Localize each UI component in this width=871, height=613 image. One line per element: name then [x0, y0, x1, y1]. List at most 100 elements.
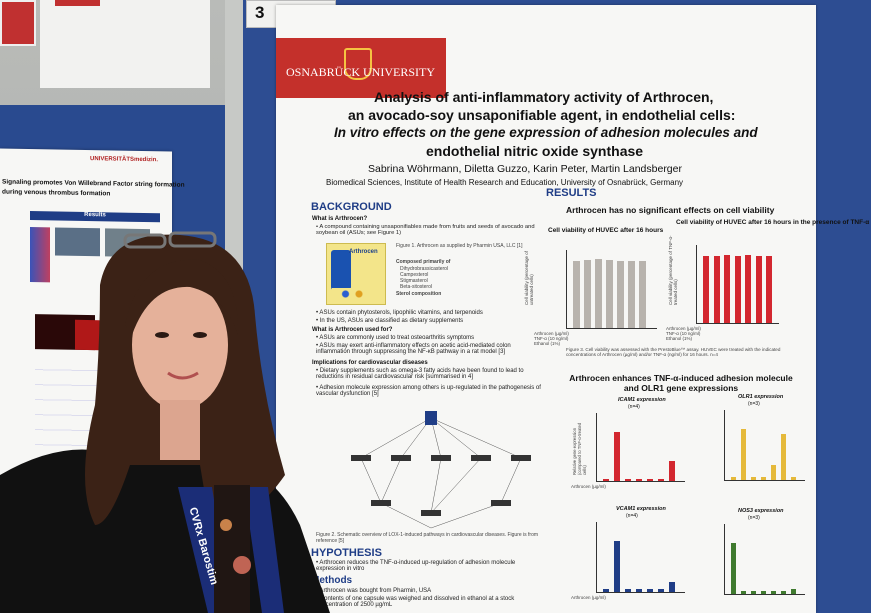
- top-sign-red: [0, 0, 36, 46]
- top-placard: [40, 0, 210, 88]
- chart2-row-tnf: TNF-α (10 ng/ml): [666, 331, 701, 336]
- chart2-row-arthrocen: Arthrocen (µg/ml): [666, 326, 701, 331]
- viability-chart-2-bar: [734, 255, 741, 323]
- vcam1-n: (n=4): [626, 513, 638, 519]
- vcam1-chart-bar: [614, 541, 620, 592]
- implications-heading: Implications for cardiovascular diseases: [312, 360, 428, 366]
- viability-chart-2-bar: [703, 255, 709, 323]
- background-bullet-4: • ASUs are commonly used to treat osteoa…: [316, 335, 475, 341]
- viability-chart-2-bar: [766, 255, 772, 323]
- chart1-row-tnf: TNF-α (10 ng/ml): [534, 336, 569, 341]
- results-heading: RESULTS: [546, 187, 597, 199]
- viability-chart-1-bar: [595, 259, 602, 328]
- olr1-chart: [724, 410, 805, 481]
- viability-chart-2: [696, 245, 779, 324]
- background-heading: BACKGROUND: [311, 201, 392, 213]
- icam1-chart-bar: [669, 461, 675, 481]
- viability-chart-2-bar: [713, 255, 720, 323]
- nos3-title: NOS3 expression: [738, 508, 784, 514]
- poster-title-line3: In vitro effects on the gene expression …: [334, 125, 758, 140]
- vcam1-chart: [596, 522, 685, 593]
- icam1-chart-bar: [614, 431, 620, 481]
- viability-chart-1-bar: [606, 260, 613, 328]
- viability-chart-1-bar: [628, 261, 635, 328]
- viability-chart-2-bar: [724, 255, 730, 323]
- chart2-row-ethanol: Ethanol (1%): [666, 336, 693, 341]
- poster-title-line4: endothelial nitric oxide synthase: [426, 143, 644, 159]
- viability-chart-1-bar: [617, 260, 624, 328]
- nos3-n: (n=3): [748, 515, 760, 521]
- icam1-row-labels: Arthrocen (µg/ml): [571, 484, 606, 489]
- vcam1-chart-bar: [603, 589, 609, 592]
- left-poster-title-b: during venous thrombus formation: [2, 188, 111, 198]
- hypothesis-heading: HYPOTHESIS: [311, 547, 382, 559]
- composed-item-3: Stigmasterol: [400, 278, 428, 284]
- background-bullet-7: • Adhesion molecule expression among oth…: [316, 385, 541, 397]
- viability-chart-2-bar: [745, 255, 751, 323]
- olr1-chart-bar: [791, 477, 796, 480]
- left-poster-title-a: Signaling promotes Von Willebrand Factor…: [2, 178, 185, 189]
- nos3-chart: [724, 524, 805, 595]
- chart2-title: Cell viability of HUVEC after 16 hours i…: [676, 219, 870, 226]
- expr-ylabel: Relative gene expression (compared to TN…: [572, 422, 587, 475]
- nos3-chart-bar: [751, 591, 756, 594]
- background-bullet-5: • ASUs may exert anti-inflammatory effec…: [316, 343, 511, 355]
- main-poster: OSNABRÜCK UNIVERSITY Analysis of anti-in…: [276, 5, 869, 613]
- olr1-chart-bar: [751, 477, 756, 480]
- nos3-chart-bar: [741, 591, 746, 594]
- nos3-chart-bar: [781, 591, 786, 594]
- olr1-chart-bar: [731, 477, 736, 480]
- results-subheading-1: Arthrocen has no significant effects on …: [566, 205, 775, 215]
- methods-bullet-1: • Arthrocen was bought from Pharmin, USA: [316, 588, 432, 594]
- vcam1-row-labels: Arthrocen (µg/ml): [571, 595, 606, 600]
- viability-chart-1-bar: [584, 260, 591, 328]
- left-poster-results-label: Results: [84, 211, 106, 219]
- number-sign-label: 3: [255, 3, 265, 22]
- viability-chart-1-bar: [639, 260, 646, 328]
- background-bullet-3: • In the US, ASUs are classified as diet…: [316, 318, 464, 324]
- composed-heading: Composed primarily of: [396, 259, 451, 265]
- composed-item-2: Campesterol: [400, 272, 429, 278]
- icam1-chart-bar: [625, 478, 631, 481]
- chart1-row-ethanol: Ethanol (1%): [534, 341, 561, 346]
- composed-item-4: Beta-sitosterol: [400, 284, 432, 290]
- figure1-caption: Figure 1. Arthrocen as supplied by Pharm…: [396, 243, 523, 249]
- vcam1-chart-bar: [625, 589, 631, 592]
- left-poster-logo: UNIVERSITÄTSmedizin.: [90, 156, 159, 164]
- composed-item-1: Dihydrobrassicasterol: [400, 266, 449, 272]
- figure3-caption: Figure 3. Cell viability was assessed wi…: [566, 347, 781, 357]
- vcam1-chart-bar: [647, 589, 653, 592]
- icam1-chart-bar: [658, 478, 664, 481]
- hypothesis-text: • Arthrocen reduces the TNF-α-induced up…: [316, 560, 516, 572]
- olr1-chart-bar: [741, 429, 746, 480]
- poster-affiliation: Biomedical Sciences, Institute of Health…: [326, 178, 684, 187]
- viability-chart-1: [566, 250, 657, 329]
- olr1-title: OLR1 expression: [738, 394, 784, 400]
- chart1-ylabel: Cell viability (percentage of untreated …: [524, 250, 534, 305]
- figure2-caption: Figure 2. Schematic overview of LOX-1-in…: [316, 532, 539, 544]
- university-header: OSNABRÜCK UNIVERSITY: [276, 38, 446, 98]
- chart2-ylabel: Cell viability (percentage of TNF-α-trea…: [668, 235, 678, 305]
- background-bullet-2: • ASUs contain phytosterols, lipophilic …: [316, 310, 483, 316]
- icam1-chart-bar: [603, 478, 609, 481]
- icam1-title: ICAM1 expression: [618, 397, 666, 403]
- nos3-chart-bar: [731, 543, 736, 594]
- background-bullet-6: • Dietary supplements such as omega-3 fa…: [316, 368, 524, 380]
- chart1-row-arthrocen: Arthrocen (µg/ml): [534, 331, 569, 336]
- olr1-n: (n=3): [748, 401, 760, 407]
- university-name: OSNABRÜCK UNIVERSITY: [286, 65, 436, 79]
- poster-title-line2: an avocado-soy unsaponifiable agent, in …: [348, 107, 736, 123]
- olr1-chart-bar: [781, 434, 786, 480]
- nos3-chart-bar: [761, 591, 766, 594]
- nos3-chart-bar: [791, 588, 796, 594]
- vcam1-chart-bar: [636, 589, 642, 592]
- product-bottle: [331, 250, 351, 290]
- viability-chart-2-bar: [755, 255, 762, 323]
- methods-heading: Methods: [311, 575, 353, 586]
- olr1-chart-bar: [771, 464, 776, 480]
- viability-chart-1-bar: [573, 260, 580, 328]
- chart1-title: Cell viability of HUVEC after 16 hours: [548, 227, 664, 234]
- icam1-chart: [596, 413, 685, 482]
- methods-bullet-2: • Contents of one capsule was weighed an…: [316, 596, 515, 608]
- icam1-chart-bar: [636, 478, 642, 481]
